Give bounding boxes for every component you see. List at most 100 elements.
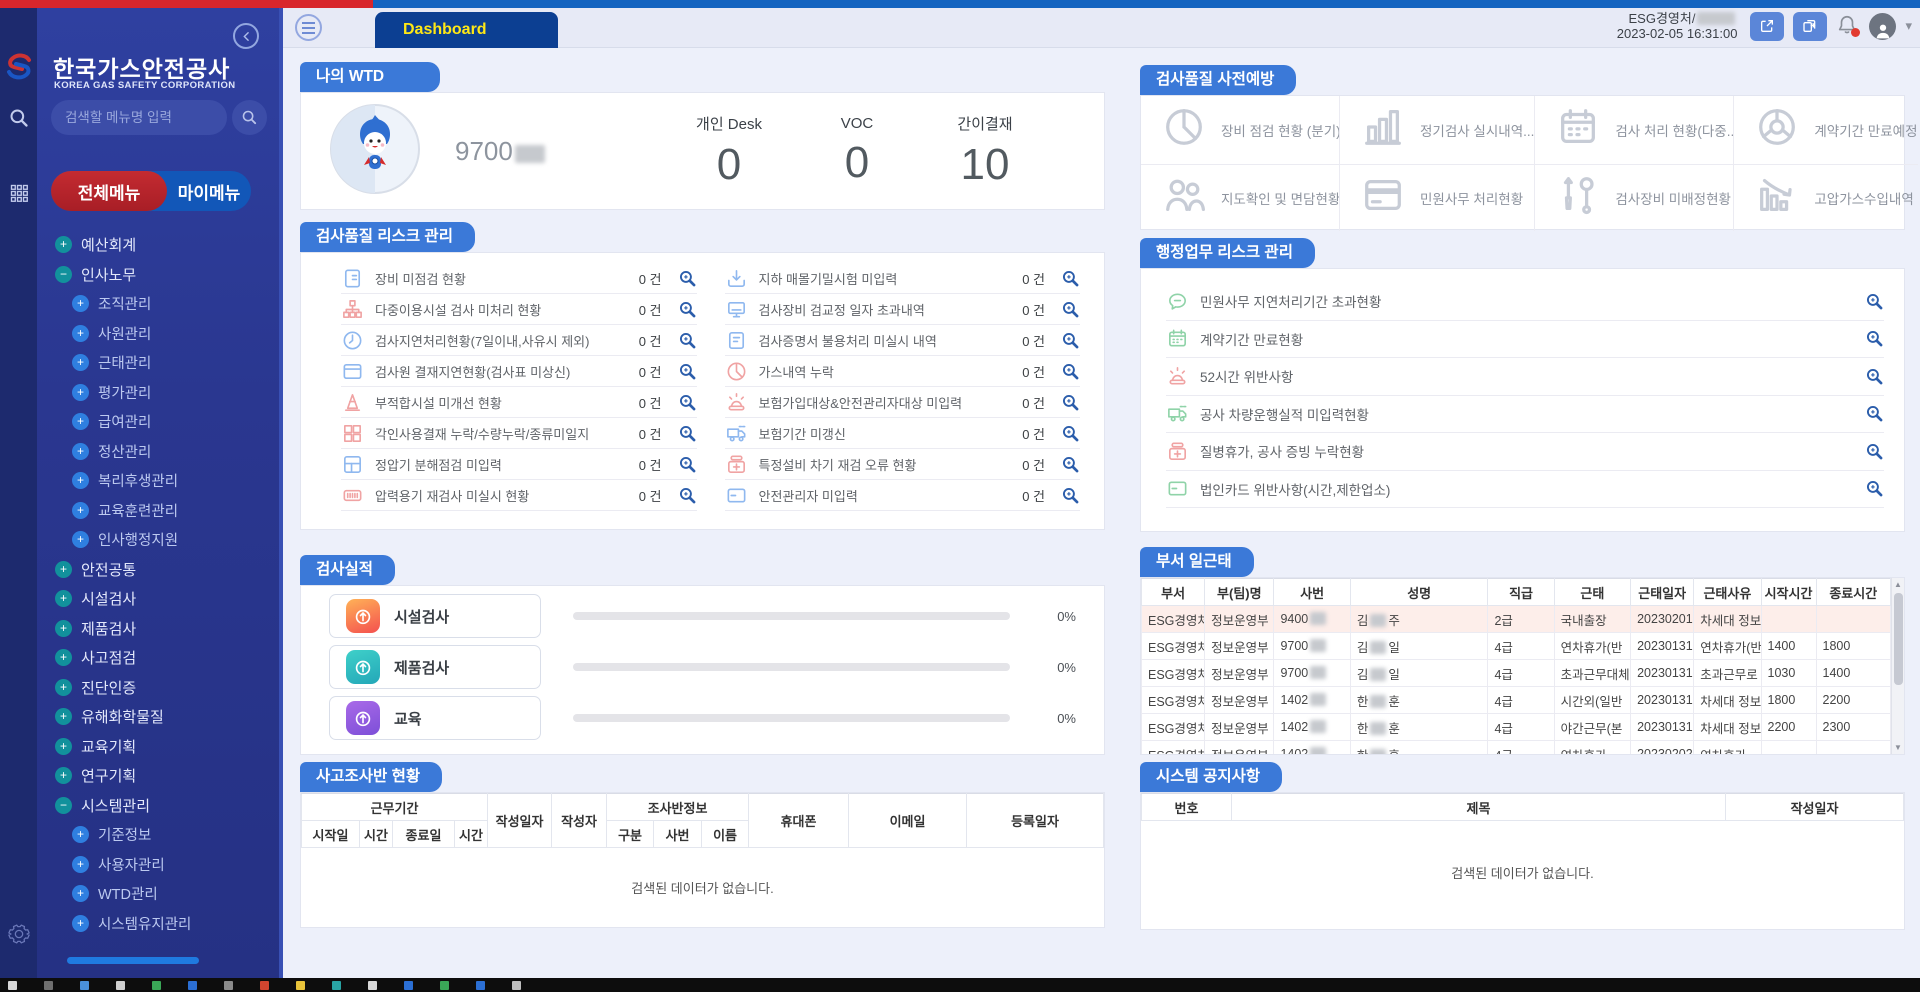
sidebar-item-시스템관리[interactable]: − 시스템관리 [37, 791, 279, 821]
risk-item[interactable]: 공사 차량운행실적 미입력현황 [1166, 396, 1884, 433]
user-avatar[interactable] [1869, 12, 1897, 40]
risk-item[interactable]: 계약기간 만료현황 [1166, 321, 1884, 358]
prevention-tile-장비-점검-현황-(분기)[interactable]: 장비 점검 현황 (분기) [1141, 96, 1339, 164]
expand-plus-icon[interactable]: + [72, 354, 89, 372]
expand-plus-icon[interactable]: + [72, 826, 89, 844]
expand-plus-icon[interactable]: + [72, 472, 89, 490]
expand-plus-icon[interactable]: + [72, 324, 89, 342]
table-row[interactable]: ESG경영처 정보운영부 9700 김 일 4급 초과근무대체 20230131 초과근무로 10… [1141, 659, 1891, 687]
risk-item[interactable]: 부적합시설 미개선 현황 0 건 [341, 387, 697, 418]
sidebar-item-사원관리[interactable]: + 사원관리 [37, 319, 279, 349]
sidebar-item-예산회계[interactable]: + 예산회계 [37, 230, 279, 260]
stat-personal-desk[interactable]: 개인 Desk 0 [696, 115, 762, 189]
risk-item[interactable]: 안전관리자 미입력 0 건 [724, 480, 1080, 511]
magnifier-icon[interactable] [1061, 331, 1080, 350]
risk-item[interactable]: 민원사무 지연처리기간 초과현황 [1166, 283, 1884, 321]
settings-gear-icon[interactable] [0, 923, 37, 945]
expand-plus-icon[interactable]: + [55, 590, 72, 608]
menu-search-input[interactable] [65, 110, 213, 125]
scroll-up-arrow[interactable]: ▲ [1894, 580, 1902, 589]
magnifier-icon[interactable] [1061, 455, 1080, 474]
magnifier-icon[interactable] [678, 362, 697, 381]
magnifier-icon[interactable] [1061, 269, 1080, 288]
sidebar-item-급여관리[interactable]: + 급여관리 [37, 407, 279, 437]
expand-plus-icon[interactable]: + [55, 619, 72, 637]
notification-bell-icon[interactable] [1836, 13, 1861, 39]
prevention-tile-고압가스수입내역[interactable]: 고압가스수입내역 [1733, 163, 1918, 231]
hamburger-menu-icon[interactable] [295, 14, 322, 41]
menu-search-button[interactable] [232, 100, 267, 135]
magnifier-icon[interactable] [1865, 404, 1884, 423]
rail-search-icon[interactable] [0, 108, 37, 128]
sidebar-item-교육훈련관리[interactable]: + 교육훈련관리 [37, 496, 279, 526]
risk-item[interactable]: 검사장비 검교정 일자 초과내역 0 건 [724, 294, 1080, 325]
expand-plus-icon[interactable]: + [55, 560, 72, 578]
risk-item[interactable]: 가스내역 누락 0 건 [724, 356, 1080, 387]
sidebar-item-인사행정지원[interactable]: + 인사행정지원 [37, 525, 279, 555]
sidebar-item-기준정보[interactable]: + 기준정보 [37, 820, 279, 850]
table-row[interactable]: ESG경영처 정보운영부 1402 한 훈 4급 시간외(일반 20230131 차세대 정보 1… [1141, 686, 1891, 714]
risk-item[interactable]: 보험기간 미갱신 0 건 [724, 418, 1080, 449]
risk-item[interactable]: 법인카드 위반사항(시간,제한업소) [1166, 471, 1884, 508]
table-row[interactable]: ESG경영처정보운영부1402한훈4급연차휴가20230202연차휴가 [1141, 740, 1891, 754]
magnifier-icon[interactable] [1865, 329, 1884, 348]
windows-taskbar[interactable] [0, 978, 1920, 992]
risk-item[interactable]: 검사원 결재지연현황(검사표 미상신) 0 건 [341, 356, 697, 387]
prevention-tile-정기검사-실시내역...[interactable]: 정기검사 실시내역... [1339, 96, 1534, 164]
expand-plus-icon[interactable]: + [72, 413, 89, 431]
prevention-tile-검사장비-미배정현황[interactable]: 검사장비 미배정현황 [1534, 163, 1734, 231]
prevention-tile-민원사무-처리현황[interactable]: 민원사무 처리현황 [1339, 163, 1535, 231]
risk-item[interactable]: 지하 매몰기밀시험 미입력 0 건 [724, 263, 1080, 294]
tab-all-menu[interactable]: 전체메뉴 [51, 171, 167, 211]
table-row[interactable]: ESG경영처 정보운영부 9700 김 일 4급 연차휴가(반 20230131 연차휴가(반 1… [1141, 632, 1891, 660]
scrollbar-thumb[interactable] [1894, 593, 1903, 685]
expand-plus-icon[interactable]: + [72, 855, 89, 873]
open-window-button[interactable] [1750, 11, 1785, 41]
risk-item[interactable]: 검사증명서 불용처리 미실시 내역 0 건 [724, 325, 1080, 356]
magnifier-icon[interactable] [1865, 292, 1884, 311]
risk-item[interactable]: 질병휴가, 공사 증빙 누락현황 [1166, 433, 1884, 471]
magnifier-icon[interactable] [678, 300, 697, 319]
sidebar-item-시스템유지관리[interactable]: + 시스템유지관리 [37, 909, 279, 939]
risk-item[interactable]: 특정설비 차기 재검 오류 현황 0 건 [724, 449, 1080, 480]
magnifier-icon[interactable] [1865, 479, 1884, 498]
risk-item[interactable]: 다중이용시설 검사 미처리 현황 0 건 [341, 294, 697, 325]
expand-plus-icon[interactable]: + [55, 737, 72, 755]
collapse-minus-icon[interactable]: − [55, 265, 72, 283]
open-copy-window-button[interactable] [1793, 11, 1828, 41]
magnifier-icon[interactable] [678, 331, 697, 350]
magnifier-icon[interactable] [678, 455, 697, 474]
expand-plus-icon[interactable]: + [55, 767, 72, 785]
performance-category-button[interactable]: 시설검사 [329, 594, 541, 638]
sidebar-item-WTD관리[interactable]: + WTD관리 [37, 879, 279, 909]
expand-plus-icon[interactable]: + [72, 914, 89, 932]
risk-item[interactable]: 정압기 분해점검 미입력 0 건 [341, 449, 697, 480]
magnifier-icon[interactable] [1061, 300, 1080, 319]
sidebar-item-평가관리[interactable]: + 평가관리 [37, 378, 279, 408]
prevention-tile-지도확인-및-면담현황[interactable]: 지도확인 및 면담현황 [1141, 163, 1339, 232]
table-row[interactable]: ESG경영처 정보운영부 9400 김 주 2급 국내출장 20230201 차세대 정보 [1141, 605, 1891, 633]
stat-voc[interactable]: VOC 0 [840, 114, 874, 187]
sidebar-item-근태관리[interactable]: + 근태관리 [37, 348, 279, 378]
expand-plus-icon[interactable]: + [72, 442, 89, 460]
risk-item[interactable]: 압력용기 재검사 미실시 현황 0 건 [341, 480, 697, 511]
tab-my-menu[interactable]: 마이메뉴 [177, 183, 241, 203]
magnifier-icon[interactable] [1865, 442, 1884, 461]
magnifier-icon[interactable] [1865, 367, 1884, 386]
table-row[interactable]: ESG경영처 정보운영부 1402 한 훈 4급 야간근무(본 20230131 차세대 정보 2… [1141, 713, 1891, 741]
sidebar-item-시설검사[interactable]: + 시설검사 [37, 584, 279, 614]
performance-category-button[interactable]: 제품검사 [329, 645, 541, 689]
chevron-down-icon[interactable]: ▾ [1905, 18, 1912, 33]
magnifier-icon[interactable] [678, 269, 697, 288]
sidebar-item-복리후생관리[interactable]: + 복리후생관리 [37, 466, 279, 496]
risk-item[interactable]: 검사지연처리현황(7일이내,사유시 제외) 0 건 [341, 325, 697, 356]
performance-category-button[interactable]: 교육 [329, 696, 541, 740]
rail-menu-grid-icon[interactable] [0, 184, 37, 202]
sidebar-item-연구기획[interactable]: + 연구기획 [37, 761, 279, 791]
sidebar-item-사용자관리[interactable]: + 사용자관리 [37, 850, 279, 880]
collapse-minus-icon[interactable]: − [55, 796, 72, 814]
scroll-down-arrow[interactable]: ▼ [1894, 743, 1902, 752]
sidebar-item-유해화학물질[interactable]: + 유해화학물질 [37, 702, 279, 732]
prevention-tile-검사-처리-현황(다중...[interactable]: 검사 처리 현황(다중... [1534, 96, 1733, 164]
sidebar-collapse-button[interactable] [233, 23, 259, 49]
